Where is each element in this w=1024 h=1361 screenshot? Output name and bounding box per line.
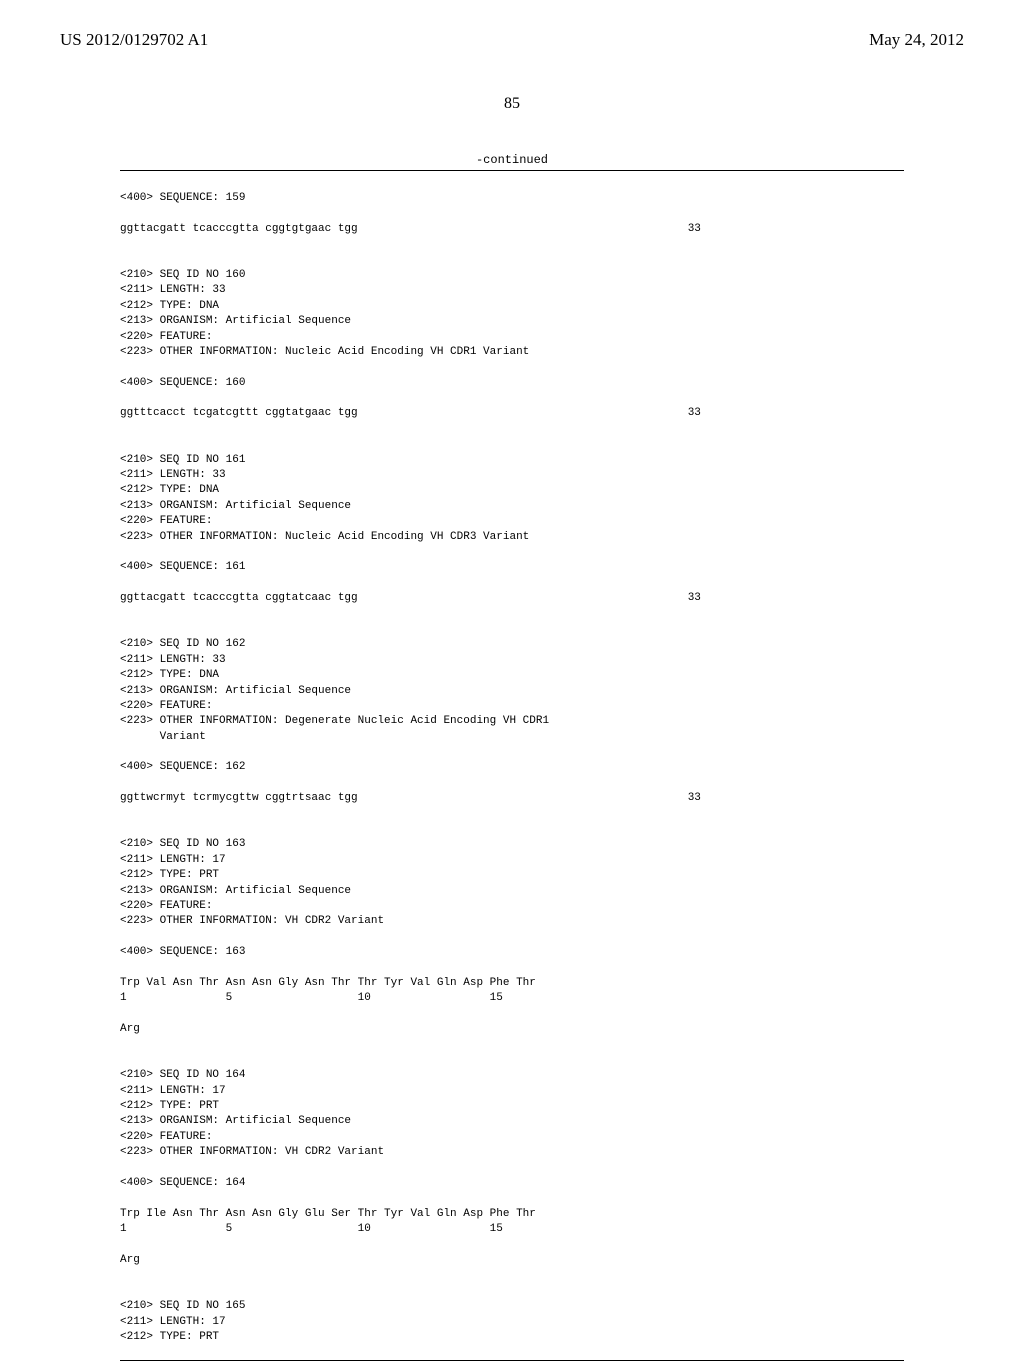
continued-label: -continued bbox=[0, 153, 1024, 167]
patent-header: US 2012/0129702 A1 May 24, 2012 bbox=[0, 0, 1024, 60]
page-number: 85 bbox=[0, 95, 1024, 113]
sequence-content: <400> SEQUENCE: 159 ggttacgatt tcacccgtt… bbox=[0, 171, 1024, 1345]
patent-number: US 2012/0129702 A1 bbox=[60, 30, 208, 50]
patent-date: May 24, 2012 bbox=[869, 30, 964, 50]
